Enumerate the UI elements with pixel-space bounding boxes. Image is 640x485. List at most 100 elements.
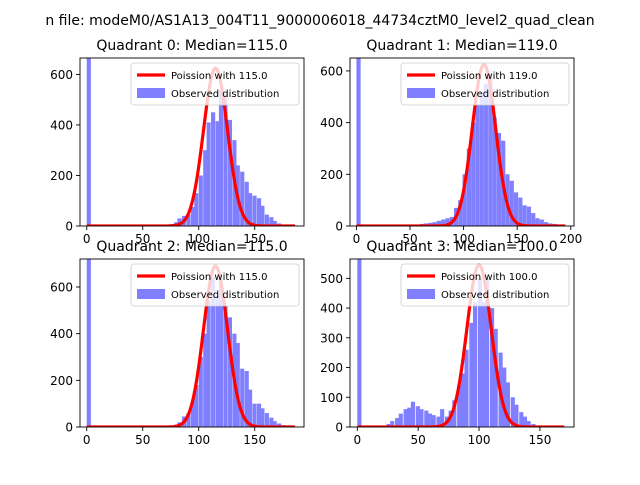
histogram-bar-28	[277, 423, 282, 427]
histogram-bar-10	[203, 333, 208, 427]
y-tick-label-1: 100	[320, 391, 343, 405]
legend-bar-swatch	[407, 88, 435, 98]
legend-entry-observed: Observed distribution	[441, 89, 549, 100]
histogram-bar-23	[256, 403, 262, 427]
histogram-bar-16	[466, 148, 472, 226]
histogram-bar-18	[475, 104, 480, 226]
histogram-bar-0	[357, 259, 362, 427]
axes-frame	[349, 258, 575, 428]
histogram-bar-26	[509, 180, 514, 226]
histogram-bar-25	[264, 413, 269, 427]
histogram-bar-19	[240, 368, 245, 427]
histogram-bar-26	[260, 205, 265, 226]
subplot-title: Quadrant 3: Median=100.0	[366, 239, 557, 255]
x-tick-label-0: 0	[83, 232, 91, 246]
histogram-bar-11	[445, 218, 450, 226]
histogram-bar-14	[218, 282, 224, 427]
histogram-bar-37	[526, 421, 531, 427]
y-tick-label-3: 600	[50, 281, 73, 295]
axes-frame	[79, 57, 305, 227]
legend-entry-observed: Observed distribution	[441, 290, 549, 301]
histogram-bar-29	[522, 205, 527, 226]
histogram-bar-32	[535, 218, 540, 226]
y-tick-label-2: 400	[320, 116, 343, 130]
histogram-bar-5	[395, 418, 400, 427]
histogram-bar-23	[496, 132, 502, 226]
subplot-2: 0 50 100 150 0 200 400 600 Quadrant 2: Median=11…	[50, 239, 305, 447]
x-tick-label-0: 0	[353, 433, 361, 447]
histogram-bar-16	[218, 89, 224, 226]
x-tick-label-3: 150	[528, 433, 551, 447]
y-tick-label-3: 600	[320, 64, 343, 78]
histogram-bar-15	[462, 174, 467, 226]
histogram-bar-11	[198, 175, 203, 226]
legend-entry-observed: Observed distribution	[171, 89, 279, 100]
subplot-0: 0 50 100 150 0 200 400 600 Quadrant 0: Median=11…	[50, 38, 305, 246]
legend-box	[130, 62, 300, 106]
x-tick-label-2: 100	[187, 433, 210, 447]
histogram-bar-22	[464, 349, 469, 427]
plot-area	[85, 259, 297, 427]
y-tick-label-0: 0	[65, 421, 73, 435]
histogram-bar-19	[452, 400, 457, 427]
legend-box	[400, 263, 570, 307]
y-tick-label-0: 0	[335, 220, 343, 234]
histogram-bar-18	[235, 343, 240, 427]
histogram-bar-28	[490, 308, 495, 427]
histogram-bar-7	[190, 401, 196, 427]
histogram-bar-23	[469, 322, 474, 427]
histogram-bar-6	[177, 218, 182, 226]
histogram-bar-19	[479, 94, 484, 226]
legend-entry-poisson: Poission with 100.0	[441, 272, 537, 283]
histogram-bar-22	[252, 403, 257, 427]
y-tick-label-3: 600	[50, 68, 73, 82]
histogram-bar-25	[477, 278, 482, 427]
histogram-bar-0	[86, 259, 91, 427]
histogram-bar-21	[240, 171, 245, 226]
histogram-bar-21	[488, 73, 493, 226]
legend-entry-poisson: Poission with 115.0	[171, 71, 267, 82]
histogram-bar-14	[431, 415, 436, 427]
subplot-1: 0 50 100 150 200 0 200 400 600 Quadrant 1: Median…	[320, 38, 582, 246]
histogram-bar-0	[86, 58, 91, 226]
histogram-bar-14	[458, 200, 463, 226]
histogram-bar-27	[485, 278, 490, 427]
histogram-bar-16	[440, 409, 445, 427]
histogram-bar-20	[457, 385, 462, 427]
x-tick-label-2: 100	[468, 433, 491, 447]
x-tick-label-1: 50	[411, 433, 426, 447]
x-tick-label-1: 50	[402, 232, 417, 246]
legend: Poission with 115.0 Observed distribution	[130, 263, 300, 307]
y-tick-label-2: 400	[50, 118, 73, 132]
histogram-bar-8	[407, 407, 412, 427]
histogram-bar-9	[198, 357, 203, 427]
x-tick-label-2: 100	[187, 232, 210, 246]
x-tick-label-3: 150	[506, 232, 529, 246]
histogram-bar-9	[436, 220, 441, 226]
figure-suptitle: n file: modeM0/AS1A13_004T11_9000006018_…	[45, 13, 594, 29]
histogram-bar-13	[206, 122, 211, 226]
histogram-bar-32	[505, 382, 510, 427]
y-tick-label-0: 0	[65, 220, 73, 234]
histogram-bar-13	[427, 413, 433, 427]
y-tick-label-3: 300	[320, 331, 343, 345]
histogram-bar-22	[244, 181, 249, 226]
legend-bar-swatch	[407, 289, 435, 299]
histogram-bar-34	[543, 222, 549, 226]
histogram-bar-26	[269, 417, 274, 427]
axes-frame	[79, 258, 305, 428]
histogram-bar-16	[227, 317, 232, 427]
histogram-bar-28	[269, 217, 274, 226]
histogram-bar-29	[272, 220, 277, 226]
histogram-bar-36	[522, 416, 528, 427]
histogram-bar-24	[260, 408, 265, 427]
histogram-bar-6	[186, 413, 191, 427]
histogram-bar-21	[248, 389, 253, 427]
histogram-bar-10	[415, 406, 420, 427]
histogram-bar-12	[211, 277, 216, 427]
histogram-bar-4	[390, 421, 395, 427]
histogram-bar-22	[492, 117, 497, 226]
subplot-panels: 0 50 100 150 0 200 400 600 Quadrant 0: Median=11…	[50, 38, 582, 447]
y-tick-label-2: 400	[50, 327, 73, 341]
